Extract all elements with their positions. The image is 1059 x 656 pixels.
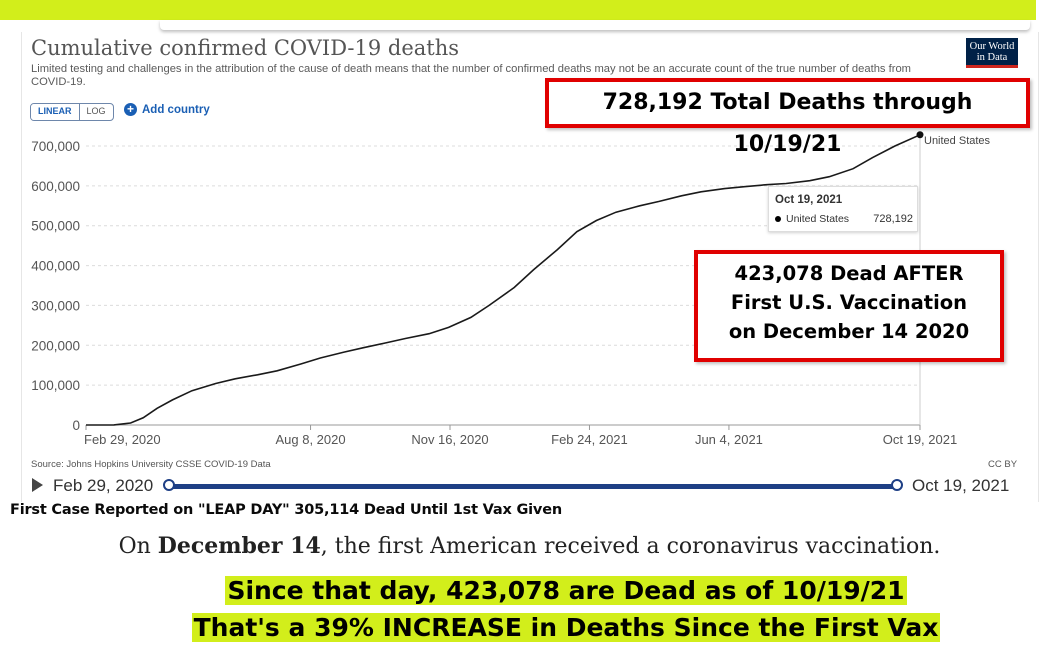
y-tick-label: 700,000 (31, 139, 80, 154)
search-bar-edge (160, 20, 1030, 30)
tooltip-value: 728,192 (873, 213, 913, 225)
line-chart: 0 100,000 200,000 300,000 400,000 500,000 600,… (31, 131, 991, 447)
timeline-start-label: Feb 29, 2020 (53, 476, 154, 495)
y-tick-label: 600,000 (31, 179, 80, 194)
news-quote: On December 14, the first American recei… (0, 533, 1059, 559)
add-country-label: Add country (142, 103, 210, 116)
series-end-label: United States (924, 135, 991, 147)
x-tick-label: Aug 8, 2020 (275, 432, 345, 447)
chart-subtitle: Limited testing and challenges in the at… (31, 63, 911, 88)
linear-scale-button[interactable]: LINEAR (31, 104, 80, 120)
owid-logo[interactable]: Our World in Data (966, 38, 1018, 68)
series-line-united-states (85, 134, 921, 426)
x-tick-label: Oct 19, 2021 (883, 432, 957, 447)
chart-panel (21, 32, 1039, 502)
y-tick-label: 100,000 (31, 378, 80, 393)
timeline-end-label: Oct 19, 2021 (912, 476, 1010, 495)
total-deaths-annotation: 728,192 Total Deaths through 10/19/21 (545, 78, 1030, 157)
chart-title: Cumulative confirmed COVID-19 deaths (31, 36, 460, 60)
timeline-slider-track[interactable] (170, 484, 898, 489)
play-icon[interactable] (32, 478, 43, 492)
chart-source[interactable]: Source: Johns Hopkins University CSSE CO… (31, 459, 271, 470)
owid-logo-text: Our World in Data (969, 41, 1015, 63)
tooltip-series-name: United States (786, 213, 850, 225)
post-vaccination-line-2: First U.S. Vaccination (730, 291, 968, 314)
y-tick-label: 0 (72, 418, 80, 433)
x-tick-label: Feb 24, 2021 (551, 432, 628, 447)
x-tick-label: Feb 29, 2020 (84, 432, 161, 447)
y-tick-label: 500,000 (31, 219, 80, 234)
tooltip-date: Oct 19, 2021 (775, 194, 843, 206)
plus-circle-icon: + (124, 103, 137, 116)
y-tick-label: 200,000 (31, 338, 80, 353)
x-tick-label: Jun 4, 2021 (695, 432, 763, 447)
timeline-end-handle[interactable] (891, 479, 903, 491)
tooltip-row: United States 728,192 (775, 213, 913, 225)
highlight-line-1: Since that day, 423,078 are Dead as of 1… (0, 576, 1059, 605)
timeline-start-handle[interactable] (163, 479, 175, 491)
scale-toggle: LINEAR LOG (30, 103, 114, 121)
post-vaccination-annotation: 423,078 Dead AFTER First U.S. Vaccinatio… (694, 250, 1004, 362)
x-tick-label: Nov 16, 2020 (411, 432, 488, 447)
post-vaccination-line-3: on December 14 2020 (728, 320, 970, 343)
leap-day-caption: First Case Reported on "LEAP DAY" 305,11… (10, 502, 562, 518)
y-tick-label: 300,000 (31, 298, 80, 313)
highlight-line-2: That's a 39% INCREASE in Deaths Since th… (0, 613, 1059, 642)
series-dot-icon (775, 216, 781, 222)
license-link[interactable]: CC BY (988, 459, 1018, 470)
top-highlight-bar (0, 0, 1036, 20)
series-end-point (916, 131, 924, 139)
highlight-line-1-text: Since that day, 423,078 are Dead as of 1… (225, 576, 907, 605)
post-vaccination-line-1: 423,078 Dead AFTER (734, 262, 964, 285)
news-rest: , the first American received a coronavi… (320, 534, 941, 559)
highlight-line-2-text: That's a 39% INCREASE in Deaths Since th… (191, 613, 941, 642)
y-tick-label: 400,000 (31, 259, 80, 274)
add-country-button[interactable]: + Add country (124, 103, 210, 116)
news-prefix: On (118, 534, 158, 559)
chart-tooltip: Oct 19, 2021 United States 728,192 (768, 186, 918, 232)
log-scale-button[interactable]: LOG (86, 106, 106, 116)
news-date: December 14 (157, 533, 321, 559)
